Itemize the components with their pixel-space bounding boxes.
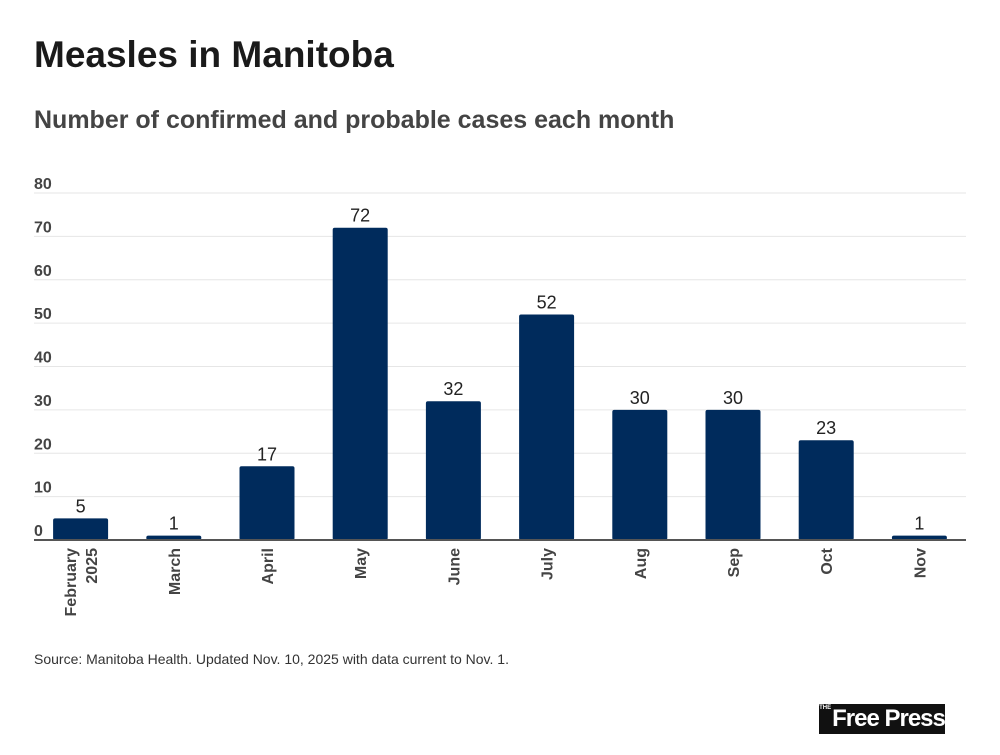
y-tick-label: 60 <box>34 263 52 280</box>
data-label: 52 <box>537 292 557 312</box>
y-tick-label: 20 <box>34 436 52 453</box>
y-tick-label: 10 <box>34 480 52 497</box>
free-press-logo: THEFree Press <box>819 704 946 734</box>
data-label: 5 <box>76 496 86 516</box>
data-label: 30 <box>723 388 743 408</box>
x-tick-label: 2025 <box>84 548 101 584</box>
x-tick-label: March <box>167 548 184 595</box>
data-label: 1 <box>914 514 924 534</box>
y-tick-label: 50 <box>34 306 52 323</box>
data-label: 1 <box>169 514 179 534</box>
bar <box>519 314 575 540</box>
bar <box>239 466 295 540</box>
data-label: 32 <box>443 379 463 399</box>
bar <box>425 401 481 540</box>
chart-title: Measles in Manitoba <box>34 34 394 75</box>
y-tick-label: 0 <box>34 523 43 540</box>
bar <box>891 535 947 540</box>
bar <box>332 227 388 540</box>
data-label: 72 <box>350 206 370 226</box>
y-tick-label: 70 <box>34 219 52 236</box>
bar <box>798 440 854 540</box>
logo-small-text: THE <box>819 705 832 711</box>
bar <box>146 535 202 540</box>
y-tick-label: 40 <box>34 350 52 367</box>
bar <box>612 409 668 540</box>
source-note: Source: Manitoba Health. Updated Nov. 10… <box>34 651 509 667</box>
data-label: 17 <box>257 444 277 464</box>
data-label: 30 <box>630 388 650 408</box>
x-tick-label: Aug <box>633 548 650 579</box>
x-tick-label: May <box>353 548 370 579</box>
logo-text: Free Press <box>832 705 946 732</box>
bar <box>705 409 761 540</box>
x-tick-label: Oct <box>819 547 836 574</box>
bar <box>53 518 109 540</box>
x-tick-label: Nov <box>912 548 929 578</box>
chart-subtitle: Number of confirmed and probable cases e… <box>34 106 675 134</box>
x-tick-label: July <box>540 548 557 580</box>
x-tick-label: Sep <box>726 548 743 578</box>
x-tick-label: June <box>446 548 463 585</box>
x-tick-label: February <box>63 548 80 617</box>
x-tick-label: April <box>260 548 277 584</box>
y-tick-label: 80 <box>34 176 52 193</box>
y-tick-label: 30 <box>34 393 52 410</box>
data-label: 23 <box>816 418 836 438</box>
